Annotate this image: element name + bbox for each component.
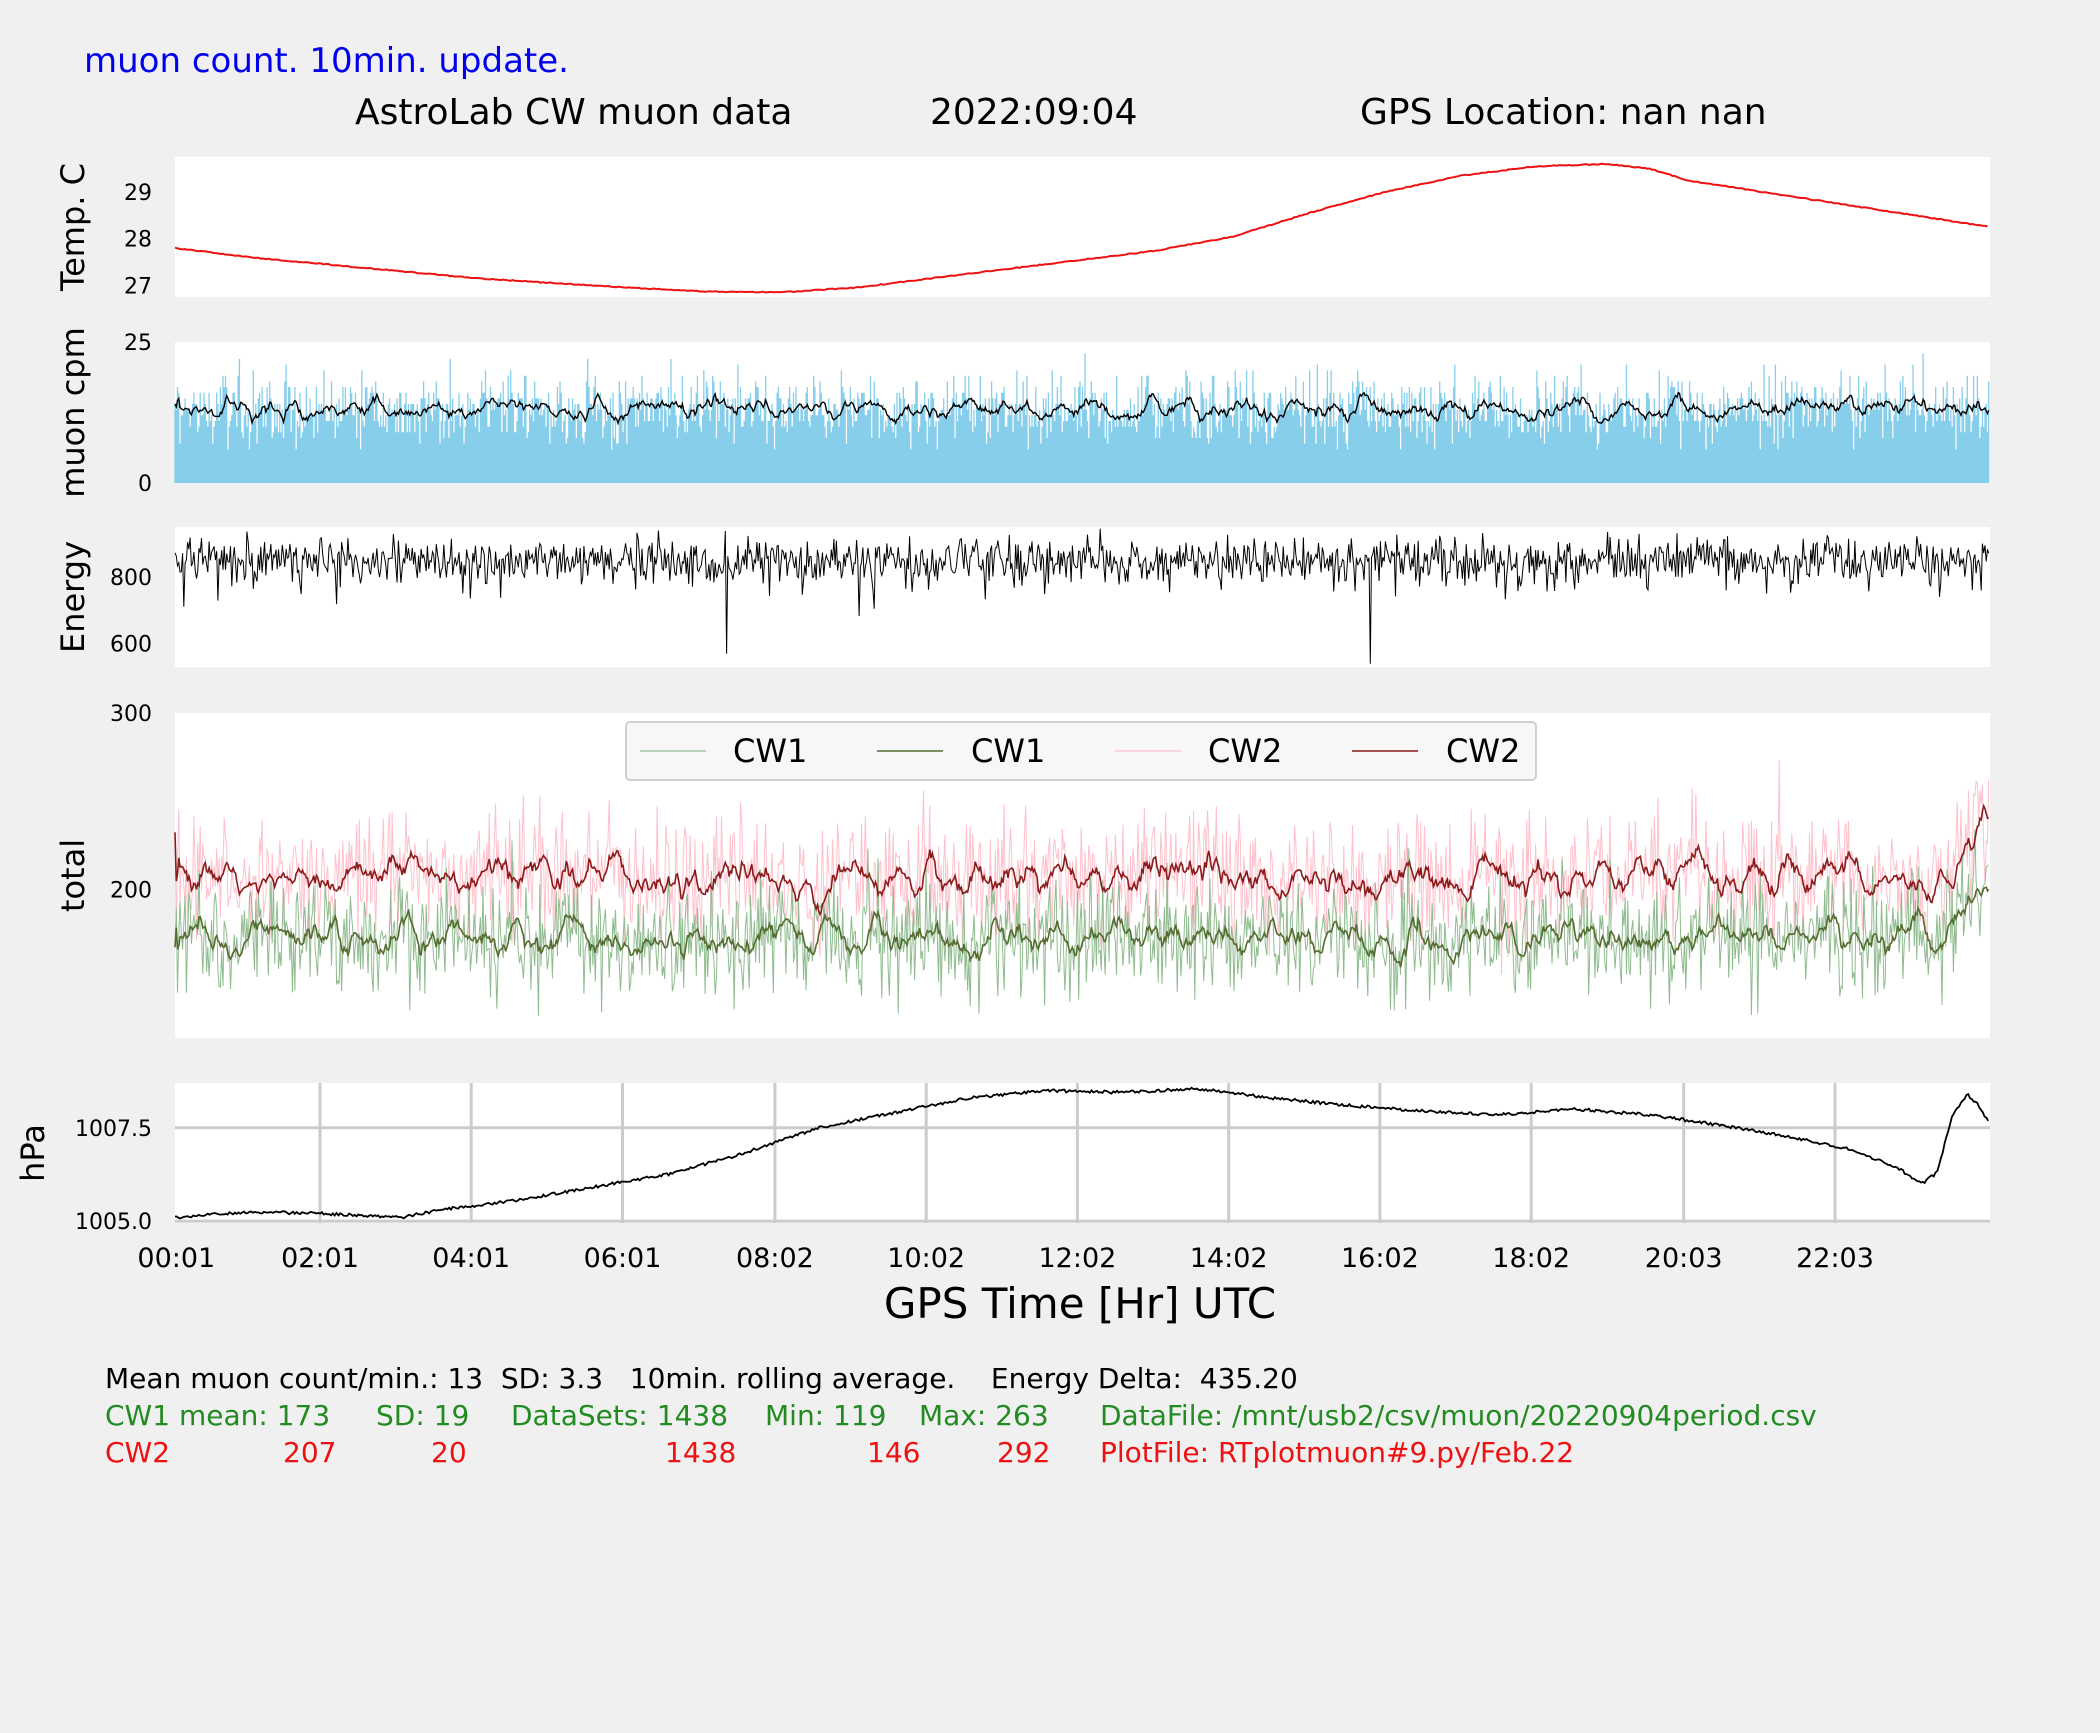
- temperature-ytick-label: 29: [124, 181, 152, 206]
- datafile-path: DataFile: /mnt/usb2/csv/muon/20220904per…: [1100, 1399, 1817, 1432]
- cw2-max: 292: [997, 1436, 1051, 1469]
- cw1-max: Max: 263: [919, 1399, 1049, 1432]
- cw2-datasets: 1438: [665, 1436, 737, 1469]
- temperature-line: [174, 162, 1988, 294]
- x-tick-label: 02:01: [281, 1243, 359, 1274]
- cw2-label: CW2: [105, 1436, 171, 1469]
- muon_cpm-ytick-label: 25: [124, 331, 152, 356]
- total-ytick-label: 200: [110, 879, 152, 904]
- x-tick-label: 10:02: [887, 1243, 965, 1274]
- legend-label-cw2-avg: CW2: [1446, 732, 1520, 770]
- legend-label-cw1-avg: CW1: [971, 732, 1045, 770]
- stats-cw2: CW2 207 20 1438 146 292 PlotFile: RTplot…: [105, 1436, 1574, 1733]
- pressure-ytick-label: 1005.0: [75, 1210, 152, 1235]
- stats-cw1: CW1 mean: 173 SD: 19 DataSets: 1438 Min:…: [105, 1399, 1817, 1663]
- total-ytick-label: 300: [110, 702, 152, 727]
- x-axis-label: GPS Time [Hr] UTC: [884, 1279, 1276, 1328]
- chart-title: AstroLab CW muon data: [355, 92, 792, 133]
- x-tick-label: 14:02: [1190, 1243, 1268, 1274]
- total-y-axis-label: total: [54, 839, 92, 912]
- cw1-min: Min: 119: [765, 1399, 887, 1432]
- energy-line: [174, 528, 1990, 664]
- cw2-mean: 207: [283, 1436, 337, 1469]
- x-tick-label: 20:03: [1645, 1243, 1723, 1274]
- temperature-ytick-label: 27: [124, 274, 152, 299]
- cw2-raw-line: [174, 760, 1990, 975]
- temperature-panel: 27 28 29 Temp. C: [54, 157, 1990, 299]
- legend: CW1 CW1 CW2 CW2: [625, 721, 1537, 781]
- chart-canvas: muon count. 10min. update. AstroLab CW m…: [14, 41, 1990, 1328]
- muon-count-bars: [174, 353, 1990, 483]
- cw2-min: 146: [867, 1436, 921, 1469]
- x-tick-label: 00:01: [137, 1243, 215, 1274]
- legend-label-cw2-raw: CW2: [1208, 732, 1282, 770]
- energy-ytick-label: 600: [110, 633, 152, 658]
- pressure-y-axis-label: hPa: [14, 1124, 52, 1182]
- x-tick-label: 04:01: [432, 1243, 510, 1274]
- muon-cpm-panel: 0 25 muon cpm: [54, 327, 1990, 498]
- pressure-panel: 1005.0 1007.5 hPa 00:01 02:01 04:01 06:01 08:02…: [14, 1083, 1990, 1274]
- cw2-sd: 20: [431, 1436, 467, 1469]
- temperature-ytick-label: 28: [124, 228, 152, 253]
- cw2-rolling-average-line: [174, 803, 1989, 917]
- cw1-rolling-average-line: [174, 886, 1990, 968]
- muon_cpm-y-axis-label: muon cpm: [54, 327, 92, 498]
- energy-ytick-label: 800: [110, 566, 152, 591]
- temperature-y-axis-label: Temp. C: [54, 163, 92, 292]
- chart-date: 2022:09:04: [930, 92, 1138, 133]
- chart-figure: muon count. 10min. update. AstroLab CW m…: [14, 41, 1990, 1469]
- pressure-line: [175, 1086, 1989, 1220]
- x-tick-label: 18:02: [1492, 1243, 1570, 1274]
- update-note: muon count. 10min. update.: [84, 41, 569, 81]
- x-tick-label: 22:03: [1796, 1243, 1874, 1274]
- energy-y-axis-label: Energy: [54, 541, 92, 653]
- cw1-sd: SD: 19: [376, 1399, 470, 1432]
- x-tick-label: 16:02: [1341, 1243, 1419, 1274]
- energy-plot-area: [175, 527, 1990, 667]
- cw1-datasets: DataSets: 1438: [511, 1399, 729, 1432]
- x-tick-label: 12:02: [1038, 1243, 1116, 1274]
- muon-rolling-average-line: [174, 391, 1990, 426]
- muon_cpm-ytick-label: 0: [138, 472, 152, 497]
- energy-panel: 600 800 Energy: [54, 527, 1990, 667]
- gps-location: GPS Location: nan nan: [1360, 92, 1767, 133]
- cw1-mean: CW1 mean: 173: [105, 1399, 331, 1432]
- x-tick-label: 06:01: [584, 1243, 662, 1274]
- pressure-plot-area: [175, 1083, 1990, 1223]
- cw1-raw-line: [174, 828, 1990, 1016]
- plotfile-path: PlotFile: RTplotmuon#9.py/Feb.22: [1100, 1436, 1575, 1469]
- legend-box: [625, 721, 1537, 781]
- pressure-ytick-label: 1007.5: [75, 1117, 152, 1142]
- stats-line-1: Mean muon count/min.: 13 SD: 3.3 10min. …: [105, 1362, 1298, 1395]
- x-tick-label: 08:02: [736, 1243, 814, 1274]
- legend-label-cw1-raw: CW1: [733, 732, 807, 770]
